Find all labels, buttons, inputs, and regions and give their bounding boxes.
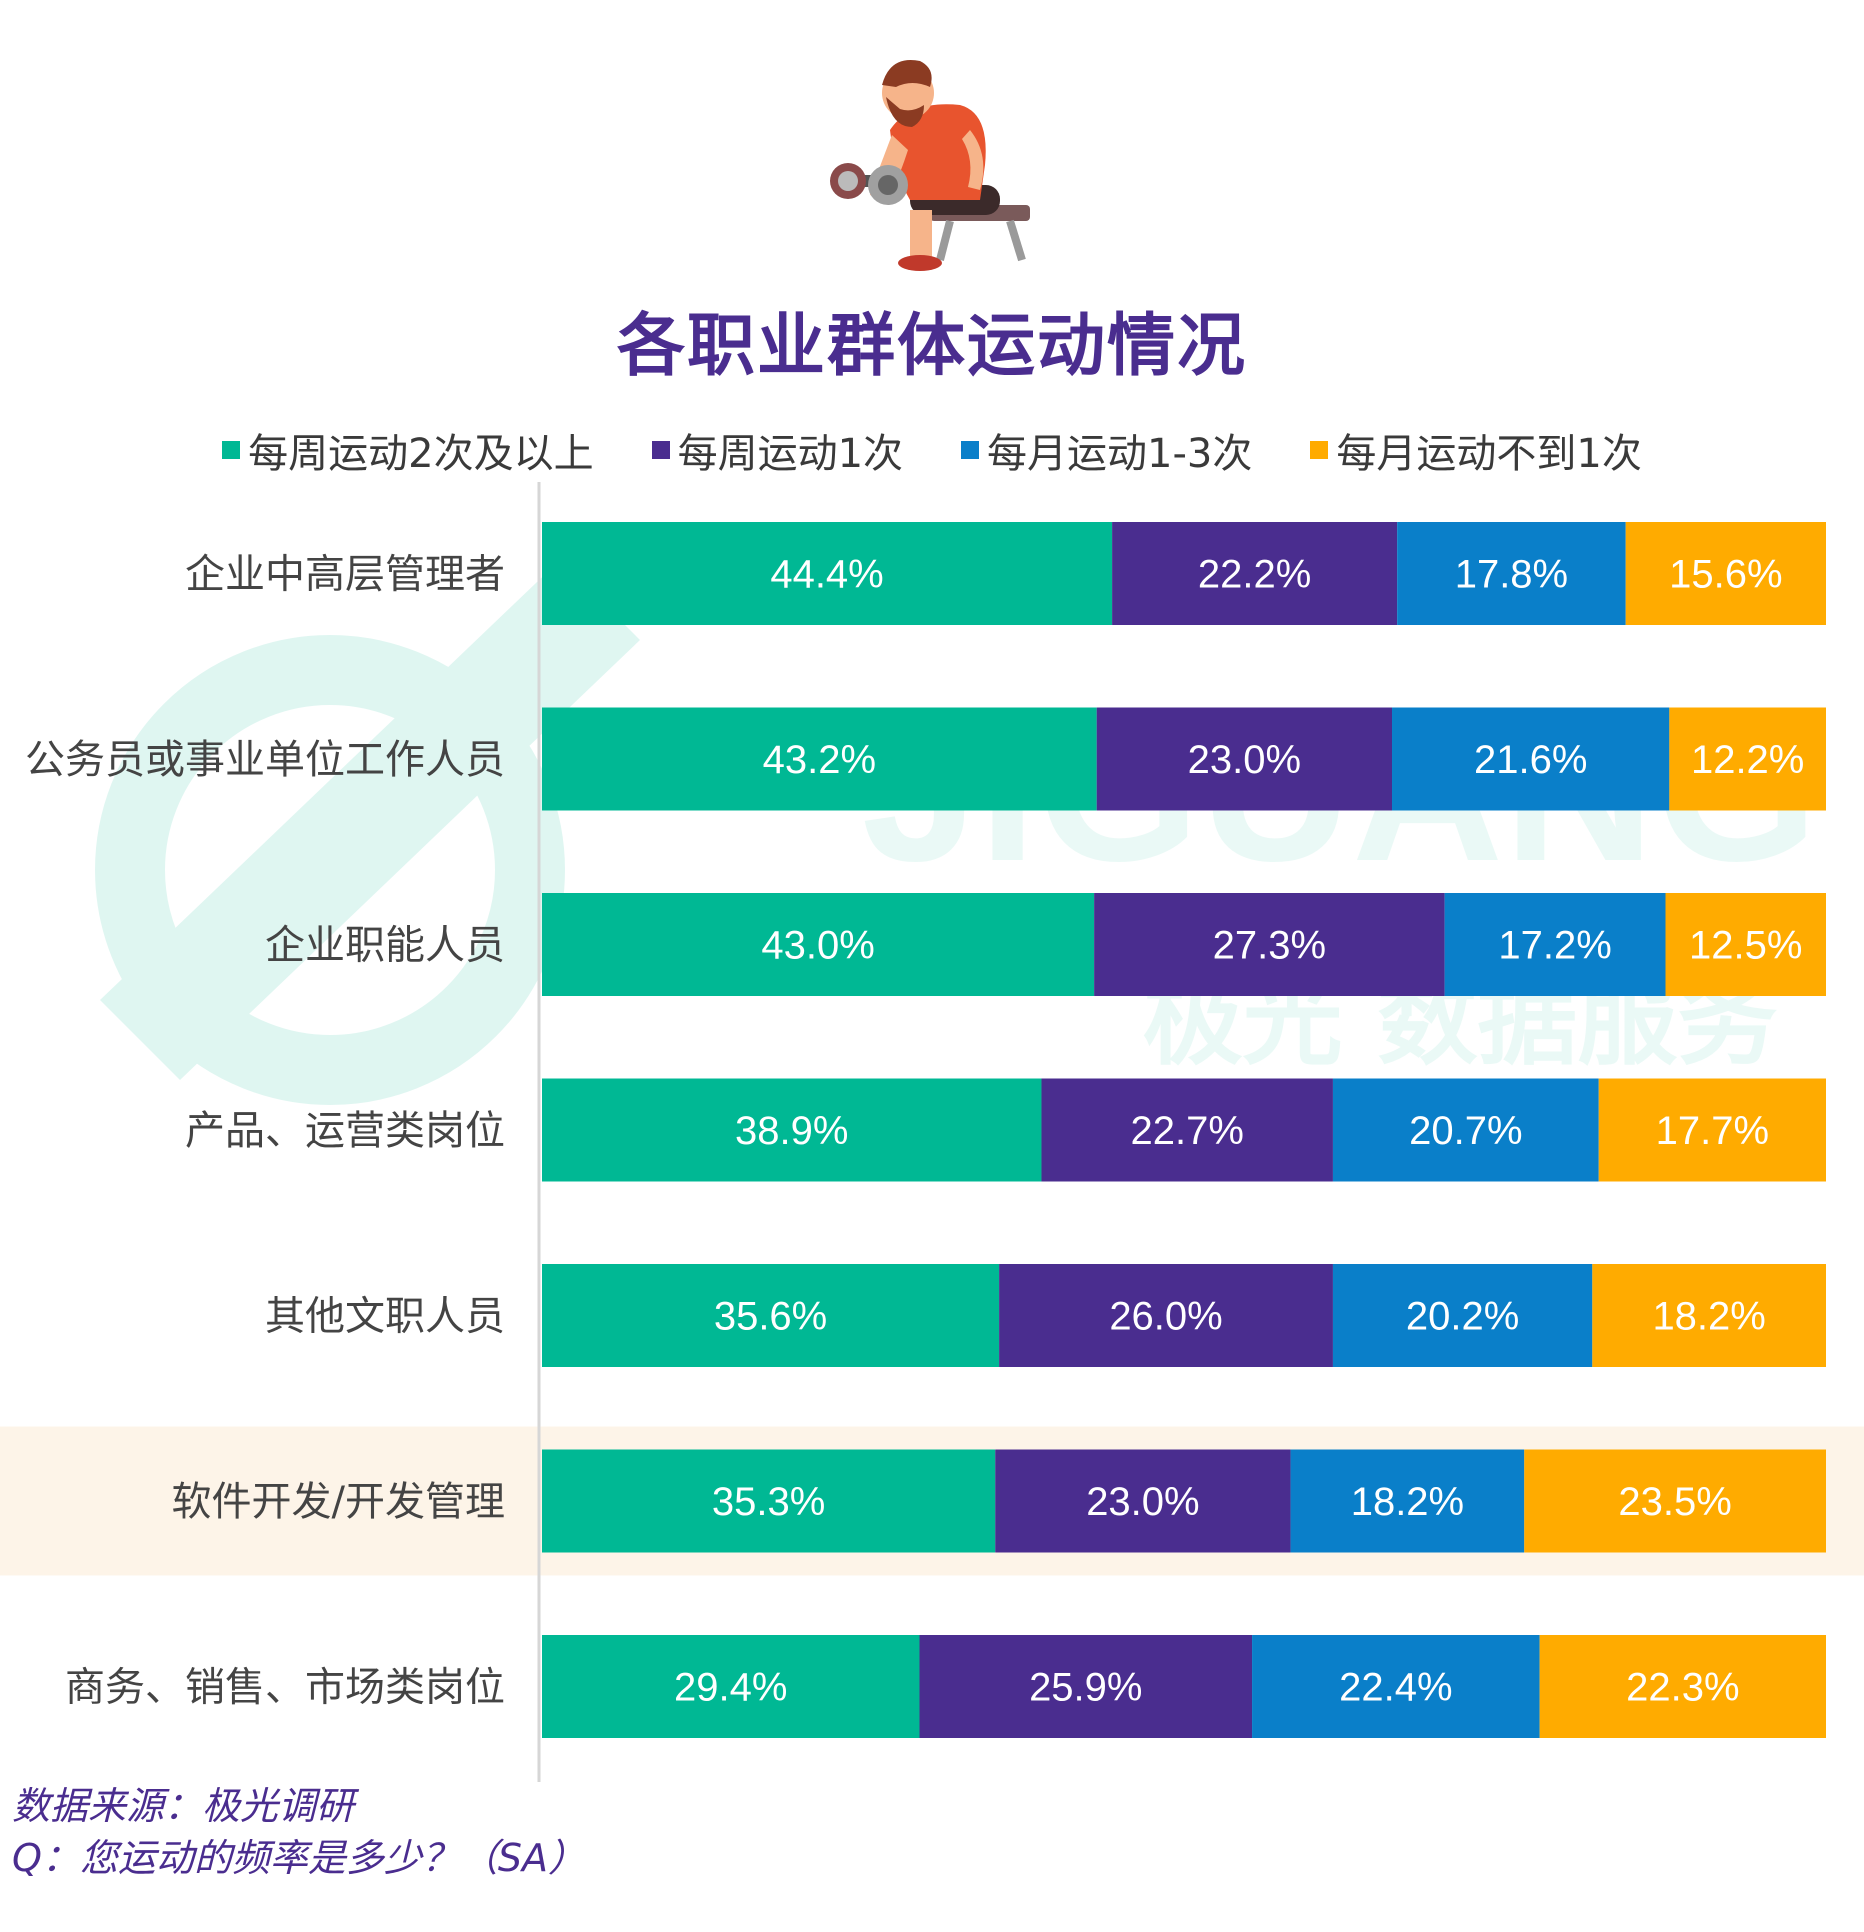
legend-label: 每周运动1次	[677, 431, 904, 477]
bar-segment	[1539, 1635, 1826, 1738]
data-label: 20.7%	[1409, 1109, 1522, 1153]
data-label: 22.3%	[1626, 1666, 1739, 1710]
bar-segment	[1625, 522, 1826, 625]
category-label: 企业中高层管理者	[185, 552, 505, 598]
category-label: 产品、运营类岗位	[185, 1108, 505, 1154]
bar-segment	[1524, 1449, 1826, 1553]
data-label: 44.4%	[770, 553, 883, 597]
data-label: 22.4%	[1339, 1666, 1452, 1710]
bar-segment	[1096, 707, 1393, 811]
bar-segment	[1592, 1264, 1826, 1367]
data-label: 17.2%	[1498, 924, 1611, 968]
data-label: 29.4%	[674, 1666, 787, 1710]
dumbbell-workout-illustration	[830, 60, 1030, 271]
data-label: 23.0%	[1086, 1480, 1199, 1524]
data-label: 26.0%	[1109, 1295, 1222, 1339]
bar-segment	[995, 1449, 1291, 1553]
data-label: 18.2%	[1652, 1295, 1765, 1339]
bar-segment	[1392, 707, 1670, 811]
bar-segment	[999, 1264, 1333, 1367]
bar-segment	[1041, 1078, 1333, 1182]
bar-segment	[1252, 1635, 1540, 1738]
category-label: 企业职能人员	[265, 923, 505, 969]
category-label: 软件开发/开发管理	[172, 1479, 505, 1525]
bar-segment	[1332, 1078, 1599, 1182]
data-label: 43.2%	[763, 738, 876, 782]
data-label: 12.5%	[1689, 924, 1802, 968]
category-label: 公务员或事业单位工作人员	[25, 737, 505, 783]
question-line: Q：您运动的频率是多少？（SA）	[12, 1836, 587, 1880]
page-title: 各职业群体运动情况	[616, 307, 1247, 386]
data-label: 18.2%	[1351, 1480, 1464, 1524]
data-label: 22.2%	[1198, 553, 1311, 597]
bar-segment	[542, 1264, 1000, 1367]
bar-segment	[1444, 893, 1666, 996]
legend-swatch	[1310, 441, 1329, 459]
legend-item: 每周运动1次	[651, 421, 904, 479]
data-label: 25.9%	[1029, 1666, 1142, 1710]
data-label: 35.6%	[714, 1295, 827, 1339]
bar-segment	[919, 1635, 1253, 1738]
data-label: 17.8%	[1455, 553, 1568, 597]
bar-segment	[1094, 893, 1445, 996]
legend-label: 每周运动2次及以上	[248, 431, 594, 477]
data-label: 21.6%	[1474, 738, 1587, 782]
bar-segment	[542, 1078, 1042, 1182]
legend-label: 每月运动1-3次	[987, 431, 1253, 477]
bar-segment	[542, 1449, 996, 1553]
legend-item: 每月运动1-3次	[961, 421, 1252, 479]
source-line: 数据来源：极光调研	[12, 1784, 355, 1828]
data-label: 20.2%	[1406, 1295, 1519, 1339]
bar-segment	[542, 1635, 920, 1738]
bar-segment	[1290, 1449, 1525, 1553]
bar-segment	[1598, 1078, 1826, 1182]
bar-segment	[1332, 1264, 1593, 1367]
bar-segment	[542, 893, 1095, 996]
data-label: 23.0%	[1188, 738, 1301, 782]
data-label: 38.9%	[735, 1109, 848, 1153]
legend-item: 每周运动2次及以上	[222, 421, 594, 479]
category-label: 商务、销售、市场类岗位	[65, 1665, 505, 1711]
bar-segment	[542, 707, 1097, 811]
bar-segment	[542, 522, 1113, 625]
data-label: 22.7%	[1130, 1109, 1243, 1153]
data-label: 17.7%	[1656, 1109, 1769, 1153]
legend-label: 每月运动不到1次	[1336, 431, 1642, 477]
data-label: 23.5%	[1618, 1480, 1731, 1524]
bar-segment	[1665, 893, 1826, 996]
legend-swatch	[651, 441, 670, 459]
legend-swatch	[222, 441, 241, 459]
data-label: 27.3%	[1213, 924, 1326, 968]
legend-swatch	[961, 441, 980, 459]
data-label: 15.6%	[1669, 553, 1782, 597]
bar-segment	[1397, 522, 1626, 625]
legend: 每周运动2次及以上 每周运动1次 每月运动1-3次 每月运动不到1次	[0, 420, 1864, 480]
source-notes: 数据来源：极光调研 Q：您运动的频率是多少？（SA）	[12, 1780, 586, 1884]
bar-segment	[1112, 522, 1398, 625]
data-label: 12.2%	[1691, 738, 1804, 782]
data-label: 43.0%	[761, 924, 874, 968]
legend-item: 每月运动不到1次	[1310, 421, 1642, 479]
category-label: 其他文职人员	[265, 1294, 505, 1340]
bar-segment	[1669, 707, 1826, 811]
data-label: 35.3%	[712, 1480, 825, 1524]
